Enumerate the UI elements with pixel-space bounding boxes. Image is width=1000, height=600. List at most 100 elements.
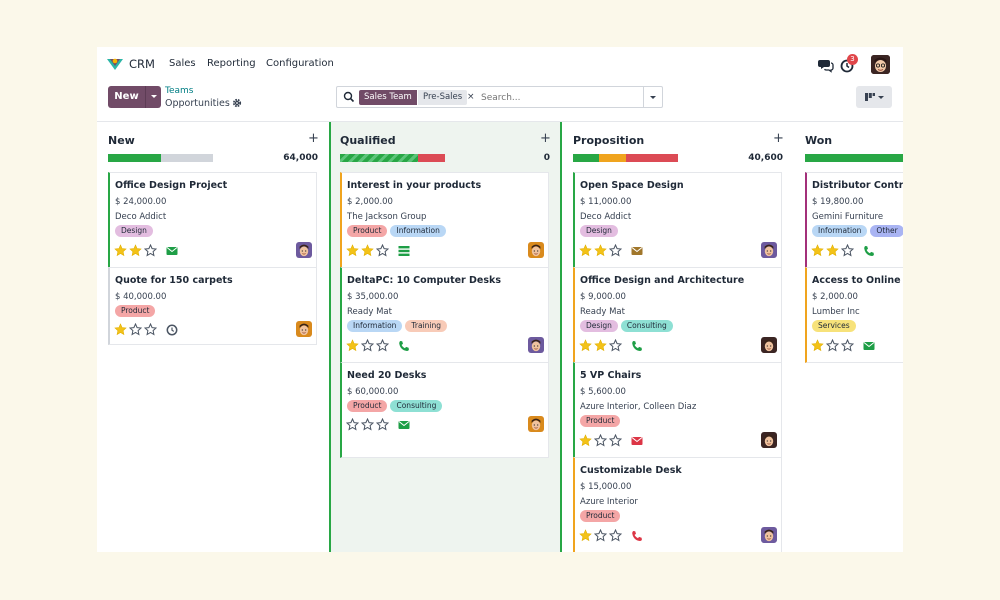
star-filled-icon[interactable]: [594, 244, 607, 257]
priority-stars[interactable]: [579, 339, 622, 352]
star-empty-icon[interactable]: [129, 323, 142, 336]
email-icon[interactable]: [398, 419, 410, 431]
menu-configuration[interactable]: Configuration: [266, 58, 334, 69]
progress-segment[interactable]: [625, 154, 678, 162]
progress-segment[interactable]: [108, 154, 161, 162]
star-filled-icon[interactable]: [811, 244, 824, 257]
gear-icon[interactable]: [232, 98, 242, 108]
star-empty-icon[interactable]: [609, 529, 622, 542]
star-empty-icon[interactable]: [376, 244, 389, 257]
email-icon[interactable]: [631, 245, 643, 257]
add-card-icon[interactable]: +: [540, 131, 551, 146]
app-name[interactable]: CRM: [129, 57, 155, 71]
card-title[interactable]: 5 VP Chairs: [580, 370, 642, 381]
column-title[interactable]: New: [108, 134, 135, 147]
column-progress-bar[interactable]: [108, 154, 213, 162]
column-progress-bar[interactable]: [573, 154, 678, 162]
star-empty-icon[interactable]: [361, 339, 374, 352]
list-icon[interactable]: [398, 245, 410, 257]
star-filled-icon[interactable]: [811, 339, 824, 352]
new-button[interactable]: New: [108, 86, 145, 108]
opportunity-card[interactable]: DeltaPC: 10 Computer Desks $ 35,000.00 Rea…: [340, 267, 549, 363]
card-title[interactable]: Interest in your products: [347, 180, 482, 191]
menu-reporting[interactable]: Reporting: [207, 58, 256, 69]
phone-icon[interactable]: [631, 340, 643, 352]
avatar-orange-icon[interactable]: [528, 242, 544, 258]
priority-stars[interactable]: [346, 339, 389, 352]
card-title[interactable]: Customizable Desk: [580, 465, 682, 476]
priority-stars[interactable]: [579, 434, 622, 447]
progress-segment[interactable]: [573, 154, 600, 162]
search-input[interactable]: [481, 90, 631, 105]
add-card-icon[interactable]: +: [308, 131, 319, 146]
avatar-purple-icon[interactable]: [528, 337, 544, 353]
card-title[interactable]: Open Space Design: [580, 180, 684, 191]
star-empty-icon[interactable]: [376, 418, 389, 431]
priority-stars[interactable]: [346, 244, 389, 257]
phone-icon[interactable]: [398, 340, 410, 352]
star-filled-icon[interactable]: [114, 323, 127, 336]
priority-stars[interactable]: [579, 244, 622, 257]
opportunity-card[interactable]: Distributor Contract $ 19,800.00 Gemini Fu…: [805, 172, 903, 268]
opportunity-card[interactable]: Access to Online Catalog $ 2,000.00 Lumber…: [805, 267, 903, 363]
phone-icon[interactable]: [631, 530, 643, 542]
crm-logo-icon[interactable]: [106, 56, 124, 72]
opportunity-card[interactable]: Open Space Design $ 11,000.00 Deco Addict D…: [573, 172, 782, 268]
email-icon[interactable]: [166, 245, 178, 257]
priority-stars[interactable]: [114, 323, 157, 336]
star-empty-icon[interactable]: [376, 339, 389, 352]
star-empty-icon[interactable]: [609, 244, 622, 257]
star-filled-icon[interactable]: [129, 244, 142, 257]
star-empty-icon[interactable]: [144, 244, 157, 257]
star-empty-icon[interactable]: [594, 529, 607, 542]
opportunity-card[interactable]: Interest in your products $ 2,000.00 The J…: [340, 172, 549, 268]
column-title[interactable]: Qualified: [340, 134, 396, 147]
progress-segment[interactable]: [160, 154, 213, 162]
card-title[interactable]: Distributor Contract: [812, 180, 903, 191]
menu-sales[interactable]: Sales: [169, 58, 196, 69]
clock-icon[interactable]: [166, 324, 178, 336]
card-title[interactable]: Office Design Project: [115, 180, 228, 191]
priority-stars[interactable]: [114, 244, 157, 257]
star-empty-icon[interactable]: [609, 339, 622, 352]
card-title[interactable]: Quote for 150 carpets: [115, 275, 233, 286]
star-filled-icon[interactable]: [579, 244, 592, 257]
view-switcher-button[interactable]: [856, 86, 892, 108]
opportunity-card[interactable]: Office Design and Architecture $ 9,000.00…: [573, 267, 782, 363]
progress-segment[interactable]: [340, 154, 418, 162]
star-empty-icon[interactable]: [826, 339, 839, 352]
star-filled-icon[interactable]: [826, 244, 839, 257]
email-icon[interactable]: [631, 435, 643, 447]
card-title[interactable]: DeltaPC: 10 Computer Desks: [347, 275, 501, 286]
card-title[interactable]: Access to Online Catalog: [812, 275, 903, 286]
avatar-orange-icon[interactable]: [296, 321, 312, 337]
star-filled-icon[interactable]: [361, 244, 374, 257]
priority-stars[interactable]: [579, 529, 622, 542]
star-filled-icon[interactable]: [579, 529, 592, 542]
progress-segment[interactable]: [417, 154, 445, 162]
star-filled-icon[interactable]: [114, 244, 127, 257]
avatar-purple-icon[interactable]: [761, 242, 777, 258]
facet-remove-icon[interactable]: ×: [467, 92, 475, 102]
column-progress-bar[interactable]: [805, 154, 903, 162]
progress-segment[interactable]: [599, 154, 626, 162]
star-empty-icon[interactable]: [609, 434, 622, 447]
star-filled-icon[interactable]: [346, 244, 359, 257]
priority-stars[interactable]: [811, 339, 854, 352]
column-title[interactable]: Won: [805, 134, 833, 147]
opportunity-card[interactable]: Customizable Desk $ 15,000.00 Azure Interi…: [573, 457, 782, 552]
opportunity-card[interactable]: Need 20 Desks $ 60,000.00 Product Consultin…: [340, 362, 549, 458]
opportunity-card[interactable]: Office Design Project $ 24,000.00 Deco Add…: [108, 172, 317, 268]
avatar-purple-icon[interactable]: [761, 527, 777, 543]
column-title[interactable]: Proposition: [573, 134, 645, 147]
add-card-icon[interactable]: +: [773, 131, 784, 146]
priority-stars[interactable]: [346, 418, 389, 431]
star-filled-icon[interactable]: [594, 339, 607, 352]
star-empty-icon[interactable]: [361, 418, 374, 431]
chat-icon[interactable]: [818, 57, 834, 73]
search-options-toggle[interactable]: [643, 87, 662, 107]
star-filled-icon[interactable]: [579, 339, 592, 352]
card-title[interactable]: Need 20 Desks: [347, 370, 427, 381]
user-avatar[interactable]: [871, 55, 890, 74]
star-empty-icon[interactable]: [144, 323, 157, 336]
